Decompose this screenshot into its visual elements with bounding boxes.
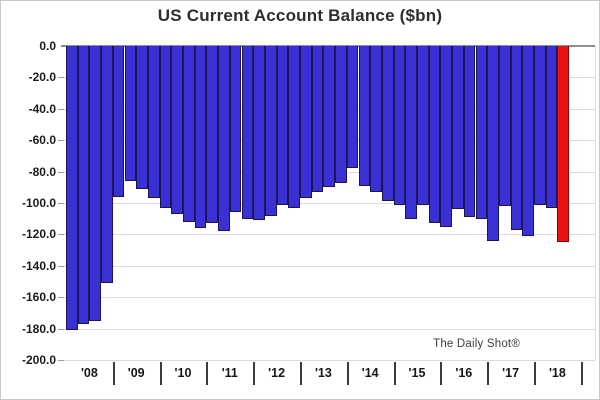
chart-title: US Current Account Balance ($bn) xyxy=(157,6,443,25)
bar-2011Q4 xyxy=(241,46,254,219)
y-axis-tick xyxy=(58,140,64,142)
y-axis-tick xyxy=(58,234,64,236)
y-axis-label: -200.0 xyxy=(21,353,56,367)
bar-2010Q2 xyxy=(171,46,183,214)
x-axis-separator xyxy=(393,362,396,385)
bar-2015Q4 xyxy=(428,46,441,224)
bar-2013Q4 xyxy=(335,46,347,183)
y-axis-tick xyxy=(58,265,64,267)
bar-2014Q2 xyxy=(358,46,371,186)
bar-2012Q2 xyxy=(264,46,277,216)
y-axis-tick xyxy=(58,328,64,330)
bar-2010Q3 xyxy=(183,46,195,222)
bar-2011Q1 xyxy=(206,46,219,224)
y-axis-label: -20.0 xyxy=(28,70,56,85)
gridline xyxy=(64,328,595,330)
bar-2014Q1 xyxy=(346,46,359,169)
bar-2008Q2 xyxy=(77,46,90,324)
bar-2014Q3 xyxy=(370,46,382,192)
y-axis-label: -140.0 xyxy=(21,258,56,273)
x-axis-separator xyxy=(159,362,162,385)
bar-2017Q4 xyxy=(522,46,534,236)
bar-2016Q3 xyxy=(463,46,476,218)
bar-2015Q1 xyxy=(393,46,406,205)
x-axis-labels: '08 '09 '10 '11 '12 '13 '14 '15 '16 '17 '18 xyxy=(64,362,595,388)
x-axis-separator xyxy=(300,362,302,385)
bar-2013Q2 xyxy=(311,46,324,192)
bar-2012Q1 xyxy=(253,46,265,221)
gridline xyxy=(64,360,595,361)
x-axis-label-16: '16 xyxy=(455,366,473,380)
x-axis-label-15: '15 xyxy=(408,366,426,380)
y-axis-tick xyxy=(58,203,64,204)
y-axis-tick xyxy=(58,297,64,299)
bar-2008Q3 xyxy=(89,46,102,321)
bar-2008Q1 xyxy=(66,46,78,331)
bar-2009Q1 xyxy=(112,46,125,197)
x-axis-label-17: '17 xyxy=(502,366,520,380)
x-axis-label-12: '12 xyxy=(268,366,286,380)
y-axis-label: -100.0 xyxy=(21,196,56,210)
x-axis-label-14: '14 xyxy=(361,366,379,380)
watermark-label: The Daily Shot® xyxy=(433,338,520,350)
bar-2018Q3 xyxy=(557,46,570,243)
bar-2009Q3 xyxy=(136,46,148,189)
bar-2014Q4 xyxy=(381,46,394,202)
bar-2009Q2 xyxy=(124,46,137,182)
bar-2017Q1 xyxy=(487,46,499,241)
gridline xyxy=(64,203,595,204)
x-axis-separator xyxy=(346,362,349,385)
gridline xyxy=(64,297,595,299)
bar-2009Q4 xyxy=(147,46,160,199)
x-axis-label-13: '13 xyxy=(314,366,332,380)
bar-2011Q2 xyxy=(218,46,230,232)
bar-2016Q1 xyxy=(440,46,453,227)
bar-2015Q2 xyxy=(405,46,417,219)
y-axis-tick xyxy=(58,360,64,361)
x-axis-separator xyxy=(487,362,490,385)
bar-2011Q3 xyxy=(229,46,242,213)
x-axis-label-10: '10 xyxy=(174,366,192,380)
y-axis-label: -80.0 xyxy=(28,164,56,179)
y-axis-label: 0.0 xyxy=(39,39,56,53)
x-axis-separator xyxy=(534,362,536,385)
plot-area: The Daily Shot® xyxy=(58,45,596,361)
x-axis-separator xyxy=(440,362,443,385)
bar-2013Q1 xyxy=(300,46,312,199)
x-axis-separator xyxy=(206,362,209,385)
y-axis-tick xyxy=(58,108,64,110)
bar-2010Q4 xyxy=(194,46,207,229)
bar-2015Q3 xyxy=(417,46,429,205)
gridline xyxy=(64,265,595,267)
x-axis-label-09: '09 xyxy=(127,366,145,380)
bar-2017Q3 xyxy=(510,46,523,230)
y-axis-label: -40.0 xyxy=(28,101,56,116)
bar-2016Q4 xyxy=(475,46,488,219)
bar-2018Q1 xyxy=(534,46,546,205)
bar-2013Q3 xyxy=(323,46,336,188)
bar-2012Q4 xyxy=(288,46,300,208)
bar-2017Q2 xyxy=(498,46,511,207)
x-axis-label-18: '18 xyxy=(548,366,566,380)
y-axis-tick xyxy=(58,77,64,79)
bar-2018Q2 xyxy=(545,46,558,208)
x-axis-separator xyxy=(112,362,115,385)
bar-2008Q4 xyxy=(101,46,113,284)
x-axis-label-08: '08 xyxy=(80,366,98,380)
x-axis-label-11: '11 xyxy=(221,366,238,380)
y-axis-label: -160.0 xyxy=(21,290,56,305)
y-axis-tick xyxy=(58,171,64,173)
x-axis-separator xyxy=(580,362,583,385)
y-axis-label: -180.0 xyxy=(21,321,56,336)
gridline xyxy=(64,234,595,236)
y-axis-label: -120.0 xyxy=(21,227,56,242)
bar-2010Q1 xyxy=(159,46,172,208)
x-axis-separator xyxy=(253,362,256,385)
bar-2016Q2 xyxy=(452,46,464,210)
bar-2012Q3 xyxy=(276,46,289,205)
y-axis-label: -60.0 xyxy=(28,133,56,148)
